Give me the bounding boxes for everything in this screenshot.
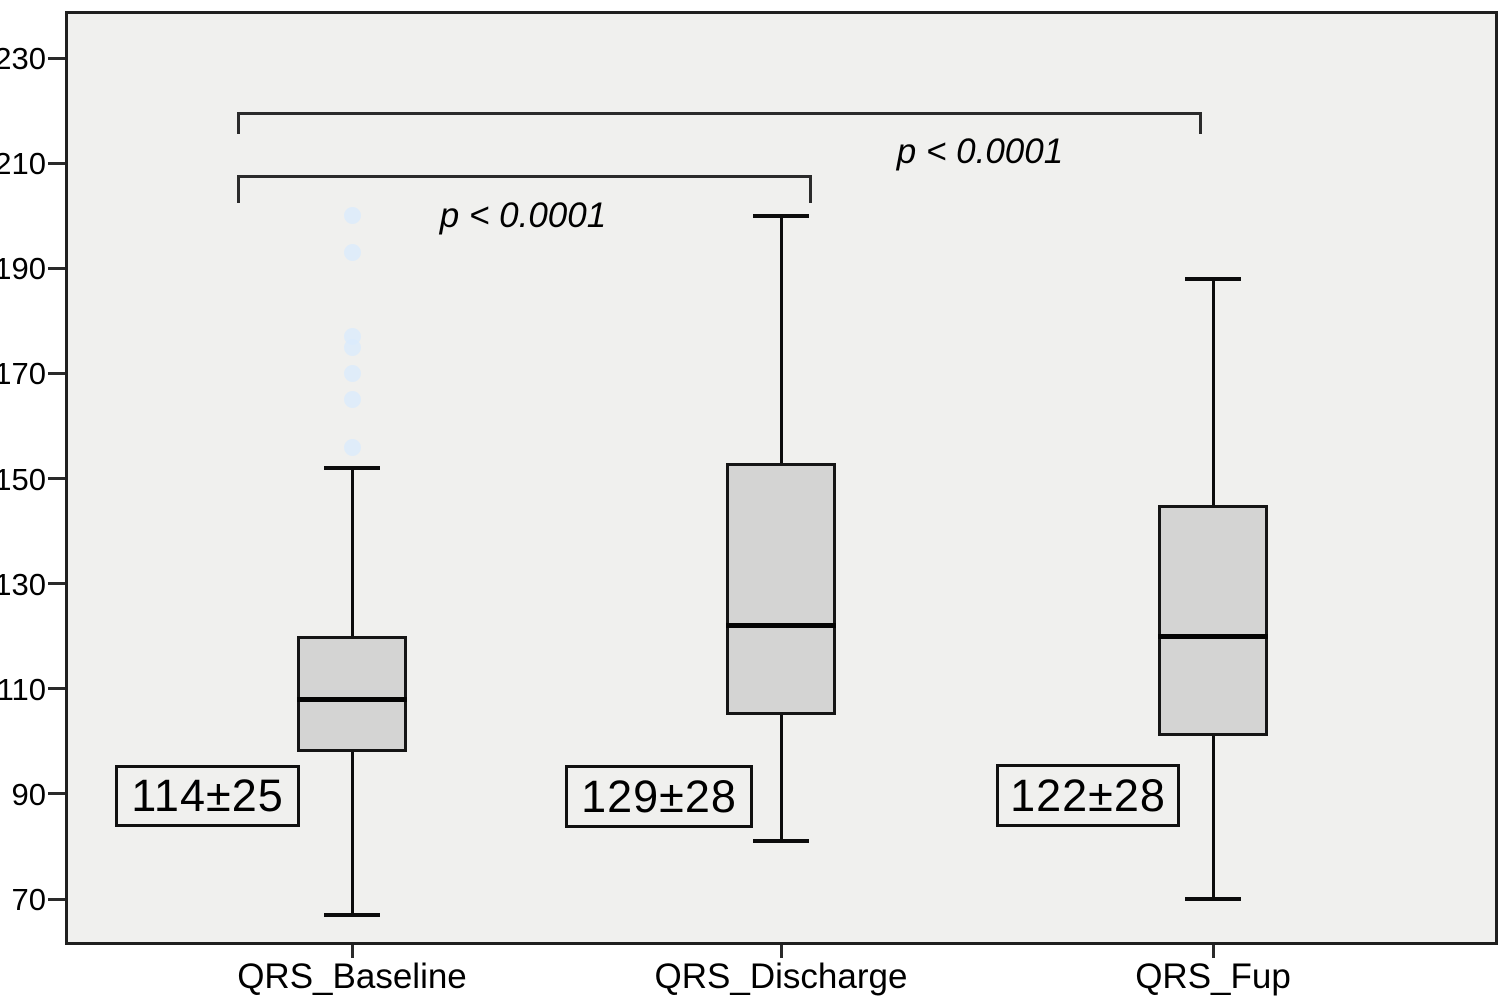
significance-bracket-baseline-fup bbox=[237, 112, 1202, 134]
x-axis-tick bbox=[779, 945, 783, 958]
y-axis-tick-label: 230 bbox=[0, 41, 46, 76]
y-axis-tick-label: 70 bbox=[11, 882, 46, 918]
y-axis-tick-label: 150 bbox=[0, 461, 46, 497]
outlier-point bbox=[343, 244, 361, 261]
whisker-cap-lower bbox=[753, 839, 809, 844]
whisker-cap-upper bbox=[324, 466, 380, 471]
whisker-cap-upper bbox=[1185, 276, 1241, 281]
box bbox=[1158, 504, 1268, 737]
y-axis-tick bbox=[48, 582, 65, 586]
y-axis-tick bbox=[48, 897, 65, 901]
y-axis-tick-label: 130 bbox=[0, 566, 46, 602]
median-line bbox=[297, 696, 407, 702]
outlier-point bbox=[343, 338, 361, 356]
x-axis-category-label: QRS_Discharge bbox=[654, 957, 908, 996]
outlier-point bbox=[343, 207, 361, 225]
x-axis-category-label: QRS_Fup bbox=[1135, 957, 1291, 996]
whisker-cap-lower bbox=[324, 912, 380, 917]
y-axis-tick bbox=[48, 371, 65, 375]
x-axis-category-label: QRS_Baseline bbox=[237, 957, 467, 996]
y-axis-tick-label: 190 bbox=[0, 251, 46, 287]
significance-p-label-upper: p < 0.0001 bbox=[896, 132, 1064, 171]
y-axis-tick bbox=[48, 266, 65, 270]
outlier-point bbox=[343, 438, 361, 456]
y-axis-tick-label: 210 bbox=[0, 146, 46, 182]
y-axis-tick bbox=[48, 56, 65, 60]
median-line bbox=[1158, 633, 1268, 639]
box bbox=[726, 462, 836, 716]
x-axis-tick bbox=[1211, 945, 1215, 958]
median-line bbox=[726, 623, 836, 629]
whisker-cap-upper bbox=[753, 213, 809, 218]
mean-sd-label-box: 129±28 bbox=[565, 765, 753, 828]
outlier-point bbox=[343, 391, 361, 409]
y-axis-tick bbox=[48, 792, 65, 796]
y-axis-tick bbox=[48, 687, 65, 691]
mean-sd-label-box: 122±28 bbox=[996, 764, 1180, 827]
mean-sd-label-box: 114±25 bbox=[115, 765, 300, 827]
y-axis-tick-label: 90 bbox=[11, 776, 46, 812]
x-axis-tick bbox=[350, 945, 354, 958]
y-axis-tick bbox=[48, 161, 65, 165]
box bbox=[297, 636, 407, 752]
significance-bracket-baseline-discharge bbox=[237, 175, 812, 203]
y-axis-tick-label: 170 bbox=[0, 356, 46, 392]
whisker-cap-lower bbox=[1185, 897, 1241, 902]
y-axis-tick-label: 110 bbox=[0, 671, 46, 707]
outlier-point bbox=[343, 364, 361, 382]
significance-p-label-lower: p < 0.0001 bbox=[439, 196, 607, 235]
y-axis-tick bbox=[48, 477, 65, 481]
